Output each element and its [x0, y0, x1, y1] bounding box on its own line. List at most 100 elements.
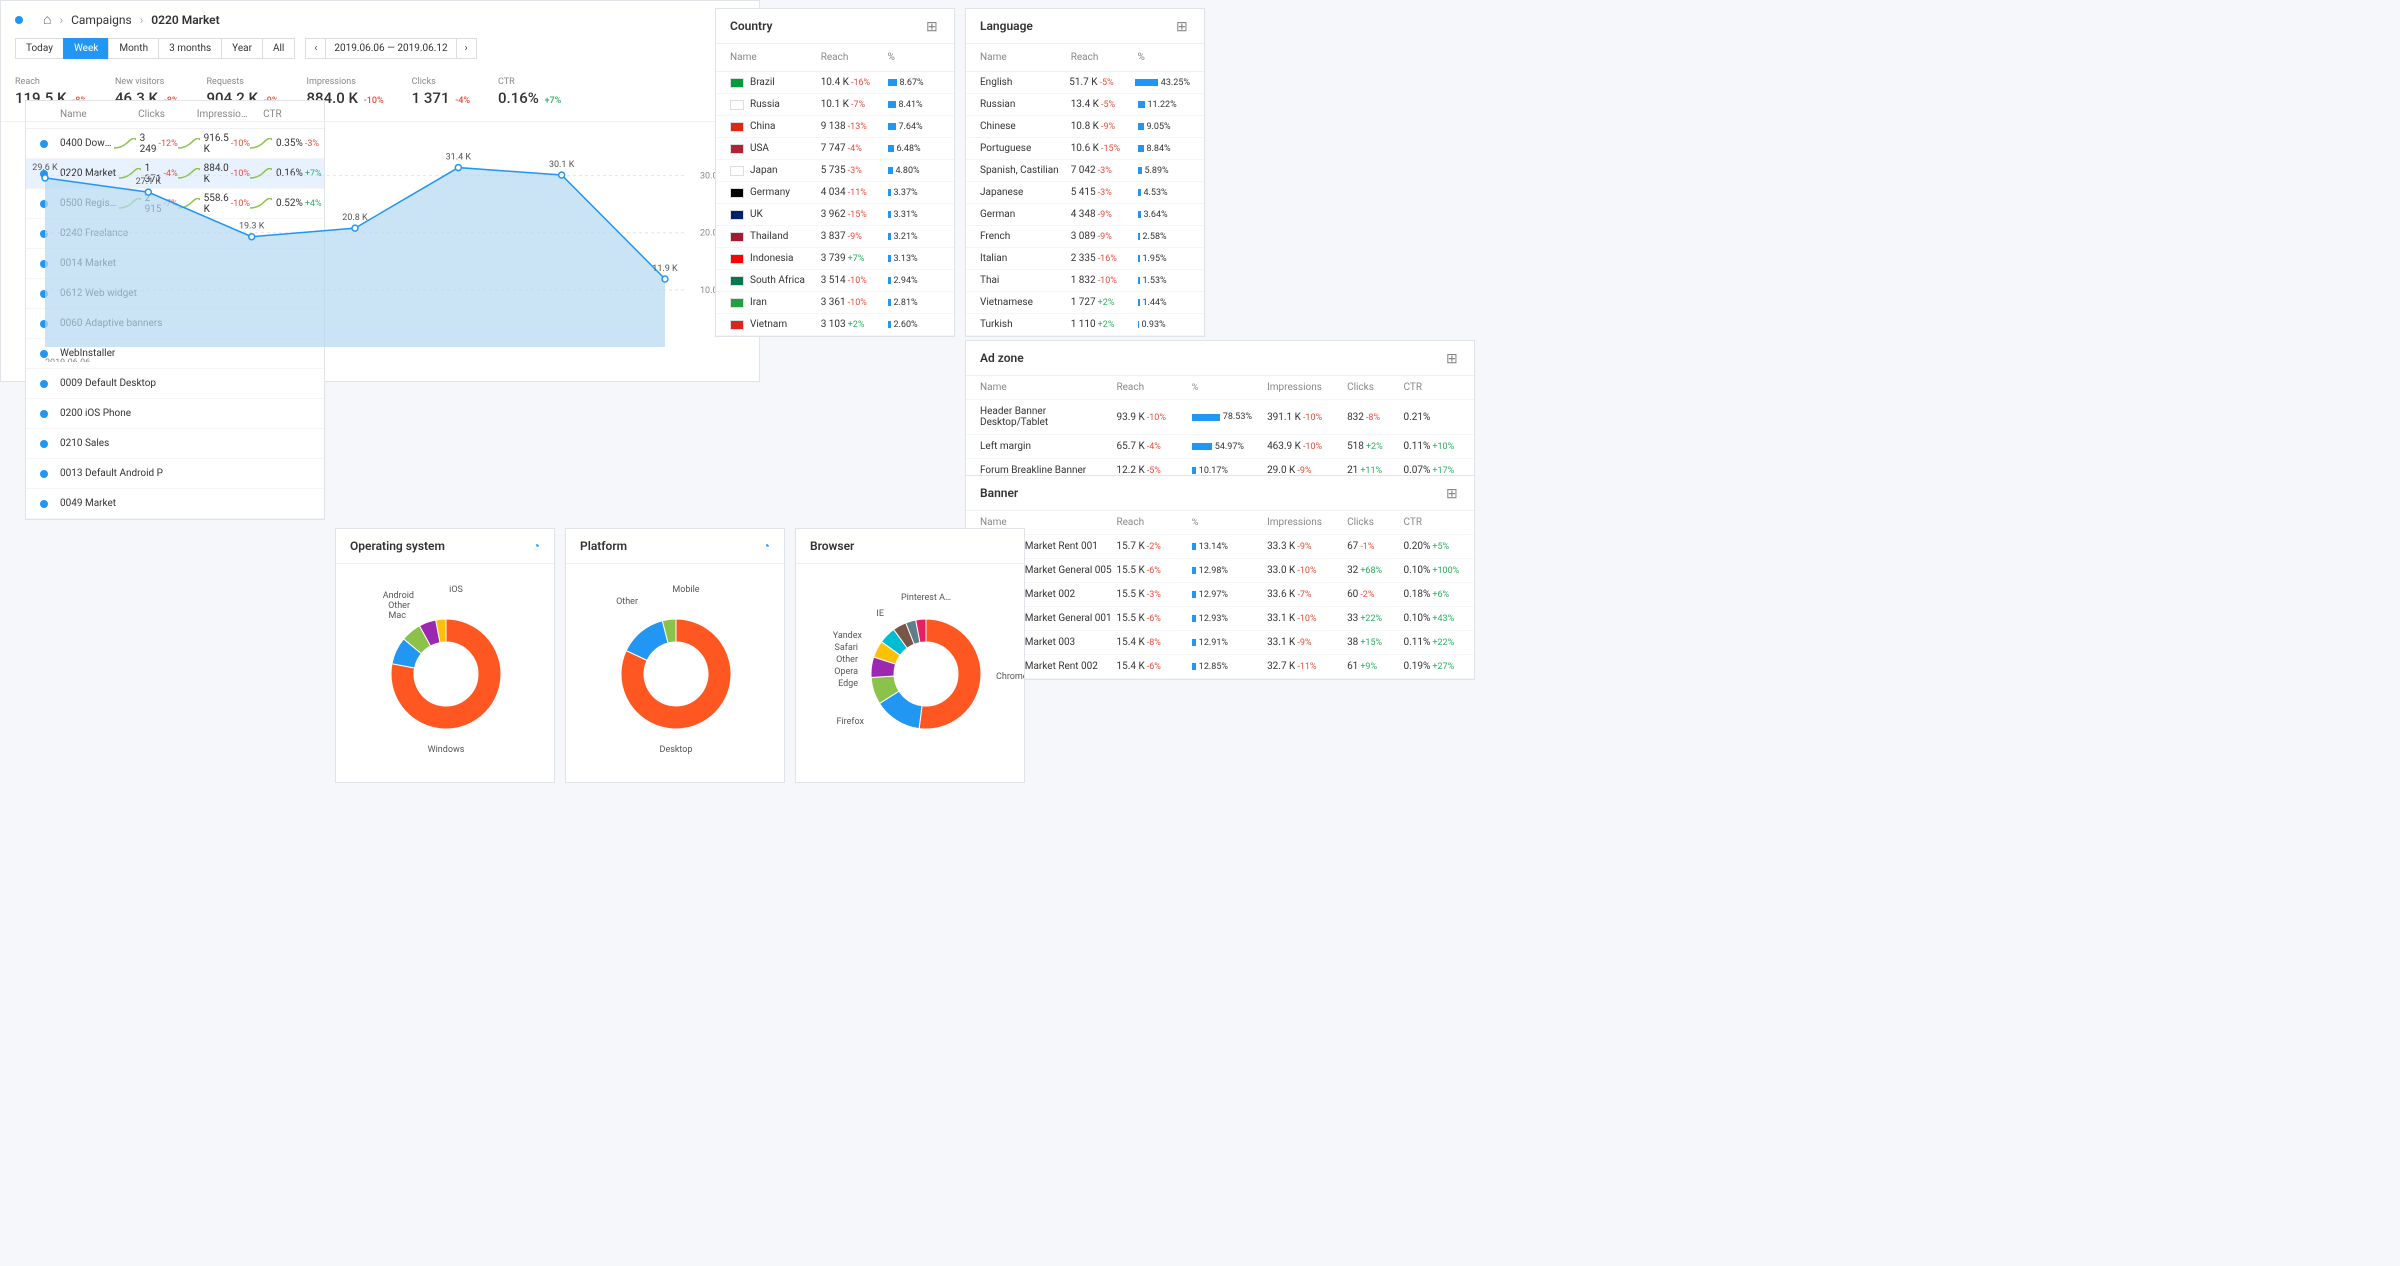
svg-text:Mobile: Mobile: [672, 585, 699, 595]
geo-row[interactable]: Vietnam3 103+2%2.60%: [716, 314, 954, 336]
chart-icon[interactable]: [763, 539, 770, 553]
campaign-row[interactable]: 0210 Sales: [26, 429, 324, 459]
svg-text:29.6 K: 29.6 K: [32, 163, 58, 173]
geo-row[interactable]: Russian13.4 K-5%11.22%: [966, 94, 1204, 116]
flag-icon: [730, 100, 744, 110]
geo-row[interactable]: Vietnamese1 727+2%1.44%: [966, 292, 1204, 314]
country-panel: Country Name Reach % Brazil10.4 K-16%8.6…: [715, 8, 955, 337]
range-tab-today[interactable]: Today: [15, 38, 63, 59]
geo-row[interactable]: Spanish, Castilian7 042-3%5.89%: [966, 160, 1204, 182]
campaign-row[interactable]: 0200 iOS Phone: [26, 399, 324, 429]
metric-clicks: Clicks1 371 -4%: [412, 77, 470, 107]
flag-icon: [730, 166, 744, 176]
geo-row[interactable]: Thailand3 837-9%3.21%: [716, 226, 954, 248]
geo-row[interactable]: Italian2 335-16%1.95%: [966, 248, 1204, 270]
geo-row[interactable]: UK3 962-15%3.31%: [716, 204, 954, 226]
svg-text:20.8 K: 20.8 K: [342, 213, 368, 223]
campaign-color-dot: [40, 500, 48, 508]
svg-text:Firefox: Firefox: [836, 717, 864, 727]
breadcrumb: › Campaigns › 0220 Market: [1, 1, 759, 38]
svg-text:IE: IE: [876, 609, 884, 619]
geo-row[interactable]: German4 348-9%3.64%: [966, 204, 1204, 226]
os-panel: Operating system WindowsiOSAndroidOtherM…: [335, 528, 555, 783]
adzone-panel: Ad zone Name Reach % Impressions Clicks …: [965, 340, 1475, 484]
flag-icon: [730, 276, 744, 286]
svg-text:Other: Other: [836, 655, 858, 665]
expand-icon[interactable]: [926, 19, 940, 33]
table-row[interactable]: ALL 0220 Market 00315.4 K-8%12.91%33.1 K…: [966, 631, 1474, 655]
campaign-name: 0049 Market: [60, 498, 180, 509]
flag-icon: [730, 122, 744, 132]
geo-row[interactable]: USA7 747-4%6.48%: [716, 138, 954, 160]
col-ctr: CTR: [263, 109, 310, 120]
svg-text:19.3 K: 19.3 K: [239, 222, 265, 232]
date-range-label[interactable]: 2019.06.06 — 2019.06.12: [325, 38, 455, 59]
expand-icon[interactable]: [1176, 19, 1190, 33]
campaign-row[interactable]: 0049 Market: [26, 489, 324, 519]
home-icon[interactable]: [43, 11, 51, 28]
country-title: Country: [730, 19, 772, 33]
svg-text:27.1 K: 27.1 K: [136, 177, 162, 187]
flag-icon: [730, 320, 744, 330]
svg-text:Edge: Edge: [838, 679, 858, 689]
range-tab-all[interactable]: All: [262, 38, 295, 59]
chart-icon[interactable]: [533, 539, 540, 553]
expand-icon[interactable]: [1446, 351, 1460, 365]
date-range-bar: TodayWeekMonth3 monthsYearAll ‹ 2019.06.…: [1, 38, 759, 69]
table-row[interactable]: Left margin65.7 K-4%54.97%463.9 K-10%518…: [966, 435, 1474, 459]
flag-icon: [730, 232, 744, 242]
geo-row[interactable]: Japan5 735-3%4.80%: [716, 160, 954, 182]
geo-row[interactable]: Portuguese10.6 K-15%8.84%: [966, 138, 1204, 160]
geo-row[interactable]: China9 138-13%7.64%: [716, 116, 954, 138]
campaign-color-dot: [40, 470, 48, 478]
table-row[interactable]: ALL 0220 Market Rent 00215.4 K-6%12.85%3…: [966, 655, 1474, 679]
svg-text:Desktop: Desktop: [660, 745, 693, 755]
expand-icon[interactable]: [1446, 486, 1460, 500]
platform-panel: Platform DesktopMobileOther: [565, 528, 785, 783]
language-title: Language: [980, 19, 1033, 33]
svg-text:Yandex: Yandex: [833, 631, 863, 641]
breadcrumb-campaigns[interactable]: Campaigns: [71, 13, 132, 27]
table-row[interactable]: ALL 0220 Market Rent 00115.7 K-2%13.14%3…: [966, 535, 1474, 559]
geo-row[interactable]: English51.7 K-5%43.25%: [966, 72, 1204, 94]
range-tab-week[interactable]: Week: [63, 38, 108, 59]
prev-date-button[interactable]: ‹: [305, 38, 325, 59]
svg-text:Safari: Safari: [834, 643, 858, 653]
banner-panel: Banner Name Reach % Impressions Clicks C…: [965, 475, 1475, 680]
geo-row[interactable]: Indonesia3 739+7%3.13%: [716, 248, 954, 270]
range-tab-month[interactable]: Month: [108, 38, 158, 59]
table-row[interactable]: ALL 0220 Market 00215.5 K-3%12.97%33.6 K…: [966, 583, 1474, 607]
flag-icon: [730, 298, 744, 308]
svg-text:Mac: Mac: [389, 611, 407, 621]
next-date-button[interactable]: ›: [456, 38, 477, 59]
col-impressions: Impressio…: [197, 109, 263, 120]
geo-row[interactable]: Turkish1 110+2%0.93%: [966, 314, 1204, 336]
campaign-name: 0200 iOS Phone: [60, 408, 180, 419]
flag-icon: [730, 78, 744, 88]
geo-row[interactable]: South Africa3 514-10%2.94%: [716, 270, 954, 292]
browser-panel: Browser ChromeFirefoxEdgeOperaOtherSafar…: [795, 528, 1025, 783]
geo-row[interactable]: French3 089-9%2.58%: [966, 226, 1204, 248]
table-row[interactable]: ALL 0220 Market General 00115.5 K-6%12.9…: [966, 607, 1474, 631]
campaign-detail-panel: › Campaigns › 0220 Market TodayWeekMonth…: [0, 0, 760, 382]
table-row[interactable]: Header Banner Desktop/Tablet93.9 K-10%78…: [966, 400, 1474, 435]
geo-row[interactable]: Russia10.1 K-7%8.41%: [716, 94, 954, 116]
geo-row[interactable]: Thai1 832-10%1.53%: [966, 270, 1204, 292]
campaign-row[interactable]: 0013 Default Android P: [26, 459, 324, 489]
geo-row[interactable]: Germany4 034-11%3.37%: [716, 182, 954, 204]
flag-icon: [730, 144, 744, 154]
range-tab-3 months[interactable]: 3 months: [158, 38, 221, 59]
range-tab-year[interactable]: Year: [221, 38, 262, 59]
geo-row[interactable]: Japanese5 415-3%4.53%: [966, 182, 1204, 204]
geo-row[interactable]: Iran3 361-10%2.81%: [716, 292, 954, 314]
geo-row[interactable]: Chinese10.8 K-9%9.05%: [966, 116, 1204, 138]
flag-icon: [730, 188, 744, 198]
geo-row[interactable]: Brazil10.4 K-16%8.67%: [716, 72, 954, 94]
language-panel: Language Name Reach % English51.7 K-5%43…: [965, 8, 1205, 337]
svg-text:Other: Other: [388, 601, 410, 611]
campaign-color-dot: [40, 410, 48, 418]
campaign-color-dot: [40, 440, 48, 448]
svg-text:31.4 K: 31.4 K: [446, 153, 472, 163]
table-row[interactable]: ALL 0220 Market General 00515.5 K-6%12.9…: [966, 559, 1474, 583]
breadcrumb-current: 0220 Market: [151, 13, 219, 27]
